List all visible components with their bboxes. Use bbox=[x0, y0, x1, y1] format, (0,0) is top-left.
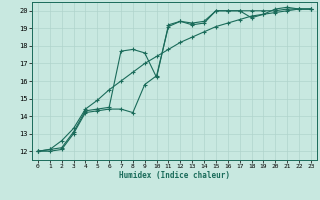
X-axis label: Humidex (Indice chaleur): Humidex (Indice chaleur) bbox=[119, 171, 230, 180]
